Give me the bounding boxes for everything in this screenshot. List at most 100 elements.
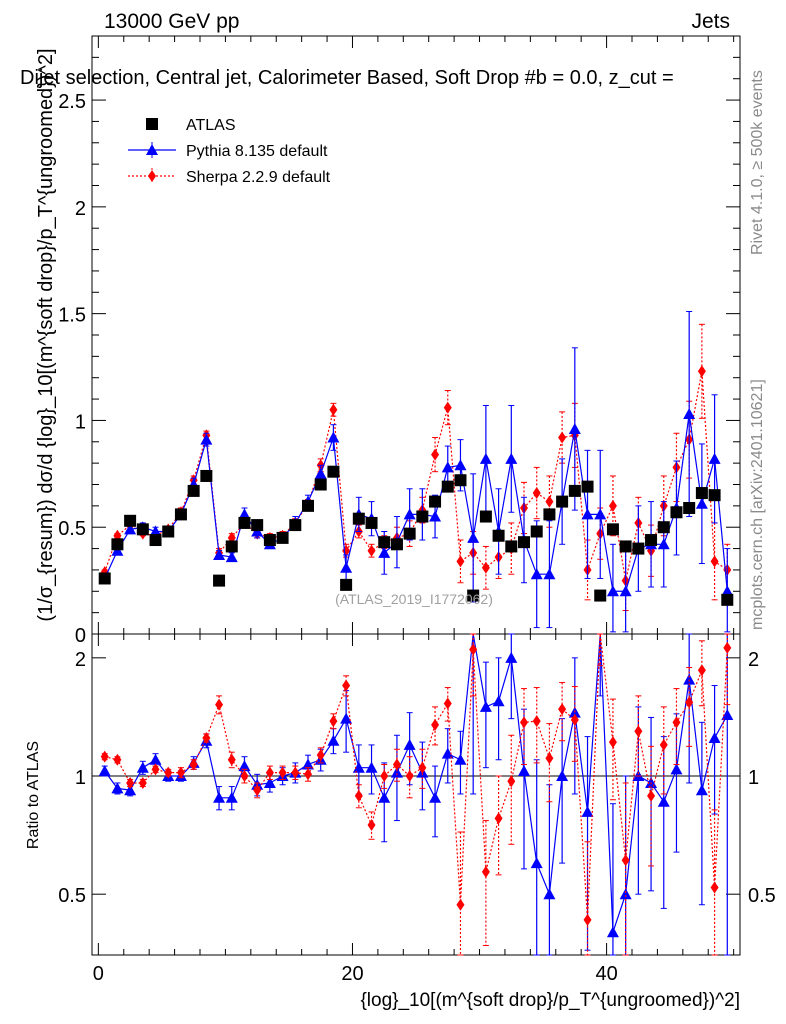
data-point	[316, 749, 325, 762]
data-point	[200, 469, 213, 482]
data-point	[530, 568, 543, 580]
series-sherpa-2-2-9-default	[100, 323, 732, 612]
data-point	[151, 763, 160, 776]
data-point	[543, 888, 556, 900]
data-point	[581, 480, 594, 493]
data-point	[225, 791, 238, 803]
data-point	[441, 747, 454, 759]
data-point	[685, 696, 694, 709]
data-point	[454, 459, 467, 471]
data-point	[443, 401, 452, 414]
data-point	[621, 854, 630, 867]
legend-marker	[146, 144, 158, 155]
data-point	[187, 484, 200, 497]
data-point	[657, 521, 670, 534]
data-point	[215, 698, 224, 711]
data-point	[329, 403, 338, 416]
data-point	[721, 593, 734, 606]
data-point	[494, 812, 503, 825]
data-point	[441, 461, 454, 473]
ratio-series-pythia-8-135-default	[98, 633, 734, 956]
data-point	[558, 431, 567, 444]
data-point	[543, 568, 556, 580]
series-line	[104, 633, 728, 920]
data-point	[329, 715, 338, 728]
y-tick-label-right: 2	[748, 649, 759, 671]
data-point	[289, 519, 302, 532]
plot-title: Dijet selection, Central jet, Calorimete…	[20, 67, 674, 89]
data-point	[340, 561, 353, 573]
data-point	[124, 784, 137, 796]
data-point	[594, 589, 607, 602]
data-point	[378, 546, 391, 558]
y-tick-label: 1	[75, 411, 86, 433]
series-line	[104, 371, 728, 581]
data-point	[670, 763, 683, 775]
data-point	[467, 531, 480, 543]
data-point	[697, 664, 706, 677]
data-point	[695, 497, 708, 509]
data-point	[532, 715, 541, 728]
data-point	[251, 519, 264, 532]
data-point	[479, 700, 492, 712]
data-point	[367, 819, 376, 832]
data-point	[354, 789, 363, 802]
data-point	[672, 716, 681, 729]
legend-label: Sherpa 2.2.9 default	[186, 169, 331, 186]
data-point	[327, 465, 340, 478]
data-point	[505, 452, 518, 464]
data-point	[327, 431, 340, 443]
data-point	[518, 764, 530, 776]
data-point	[238, 760, 251, 772]
data-point	[608, 499, 617, 512]
data-point	[314, 478, 327, 491]
data-point	[606, 926, 619, 938]
data-point	[365, 516, 378, 529]
ratio-panel: 0.5 0.51 12 20 20 40	[58, 633, 776, 985]
data-point	[645, 534, 658, 547]
data-point	[456, 555, 465, 568]
data-point	[263, 534, 276, 547]
data-point	[213, 574, 226, 587]
data-point	[441, 480, 454, 493]
data-point	[479, 452, 492, 464]
legend-label: ATLAS	[186, 117, 236, 134]
data-point	[149, 534, 162, 547]
data-point	[238, 516, 251, 529]
legend: ATLAS Pythia 8.135 default Sherpa 2.2.9 de…	[128, 117, 331, 186]
data-point	[708, 489, 721, 502]
data-point	[302, 758, 314, 770]
y-tick-label: 0.5	[58, 885, 86, 907]
data-point	[403, 738, 416, 750]
data-point	[365, 761, 378, 773]
data-point	[556, 495, 569, 508]
data-point	[126, 776, 135, 789]
data-point	[265, 766, 274, 779]
data-point	[695, 784, 708, 796]
data-point	[111, 782, 124, 794]
data-point	[276, 531, 289, 544]
data-point	[558, 703, 567, 716]
data-point	[176, 766, 185, 779]
data-point	[581, 508, 594, 520]
x-tick-label: 0	[93, 963, 104, 985]
data-point	[619, 585, 632, 597]
data-point	[113, 753, 122, 766]
data-point	[710, 881, 719, 894]
x-tick-label: 20	[341, 963, 363, 985]
data-point	[721, 709, 734, 721]
data-point	[227, 753, 236, 766]
data-point	[454, 474, 467, 487]
data-point	[225, 540, 238, 553]
series-line	[104, 413, 728, 592]
data-point	[723, 641, 732, 654]
data-point	[507, 775, 516, 788]
series-pythia-8-135-default	[98, 311, 734, 633]
data-point	[111, 538, 124, 551]
data-point	[390, 766, 403, 778]
data-point	[454, 753, 467, 765]
data-point	[416, 510, 429, 523]
data-point	[202, 731, 211, 744]
data-point	[568, 422, 581, 434]
